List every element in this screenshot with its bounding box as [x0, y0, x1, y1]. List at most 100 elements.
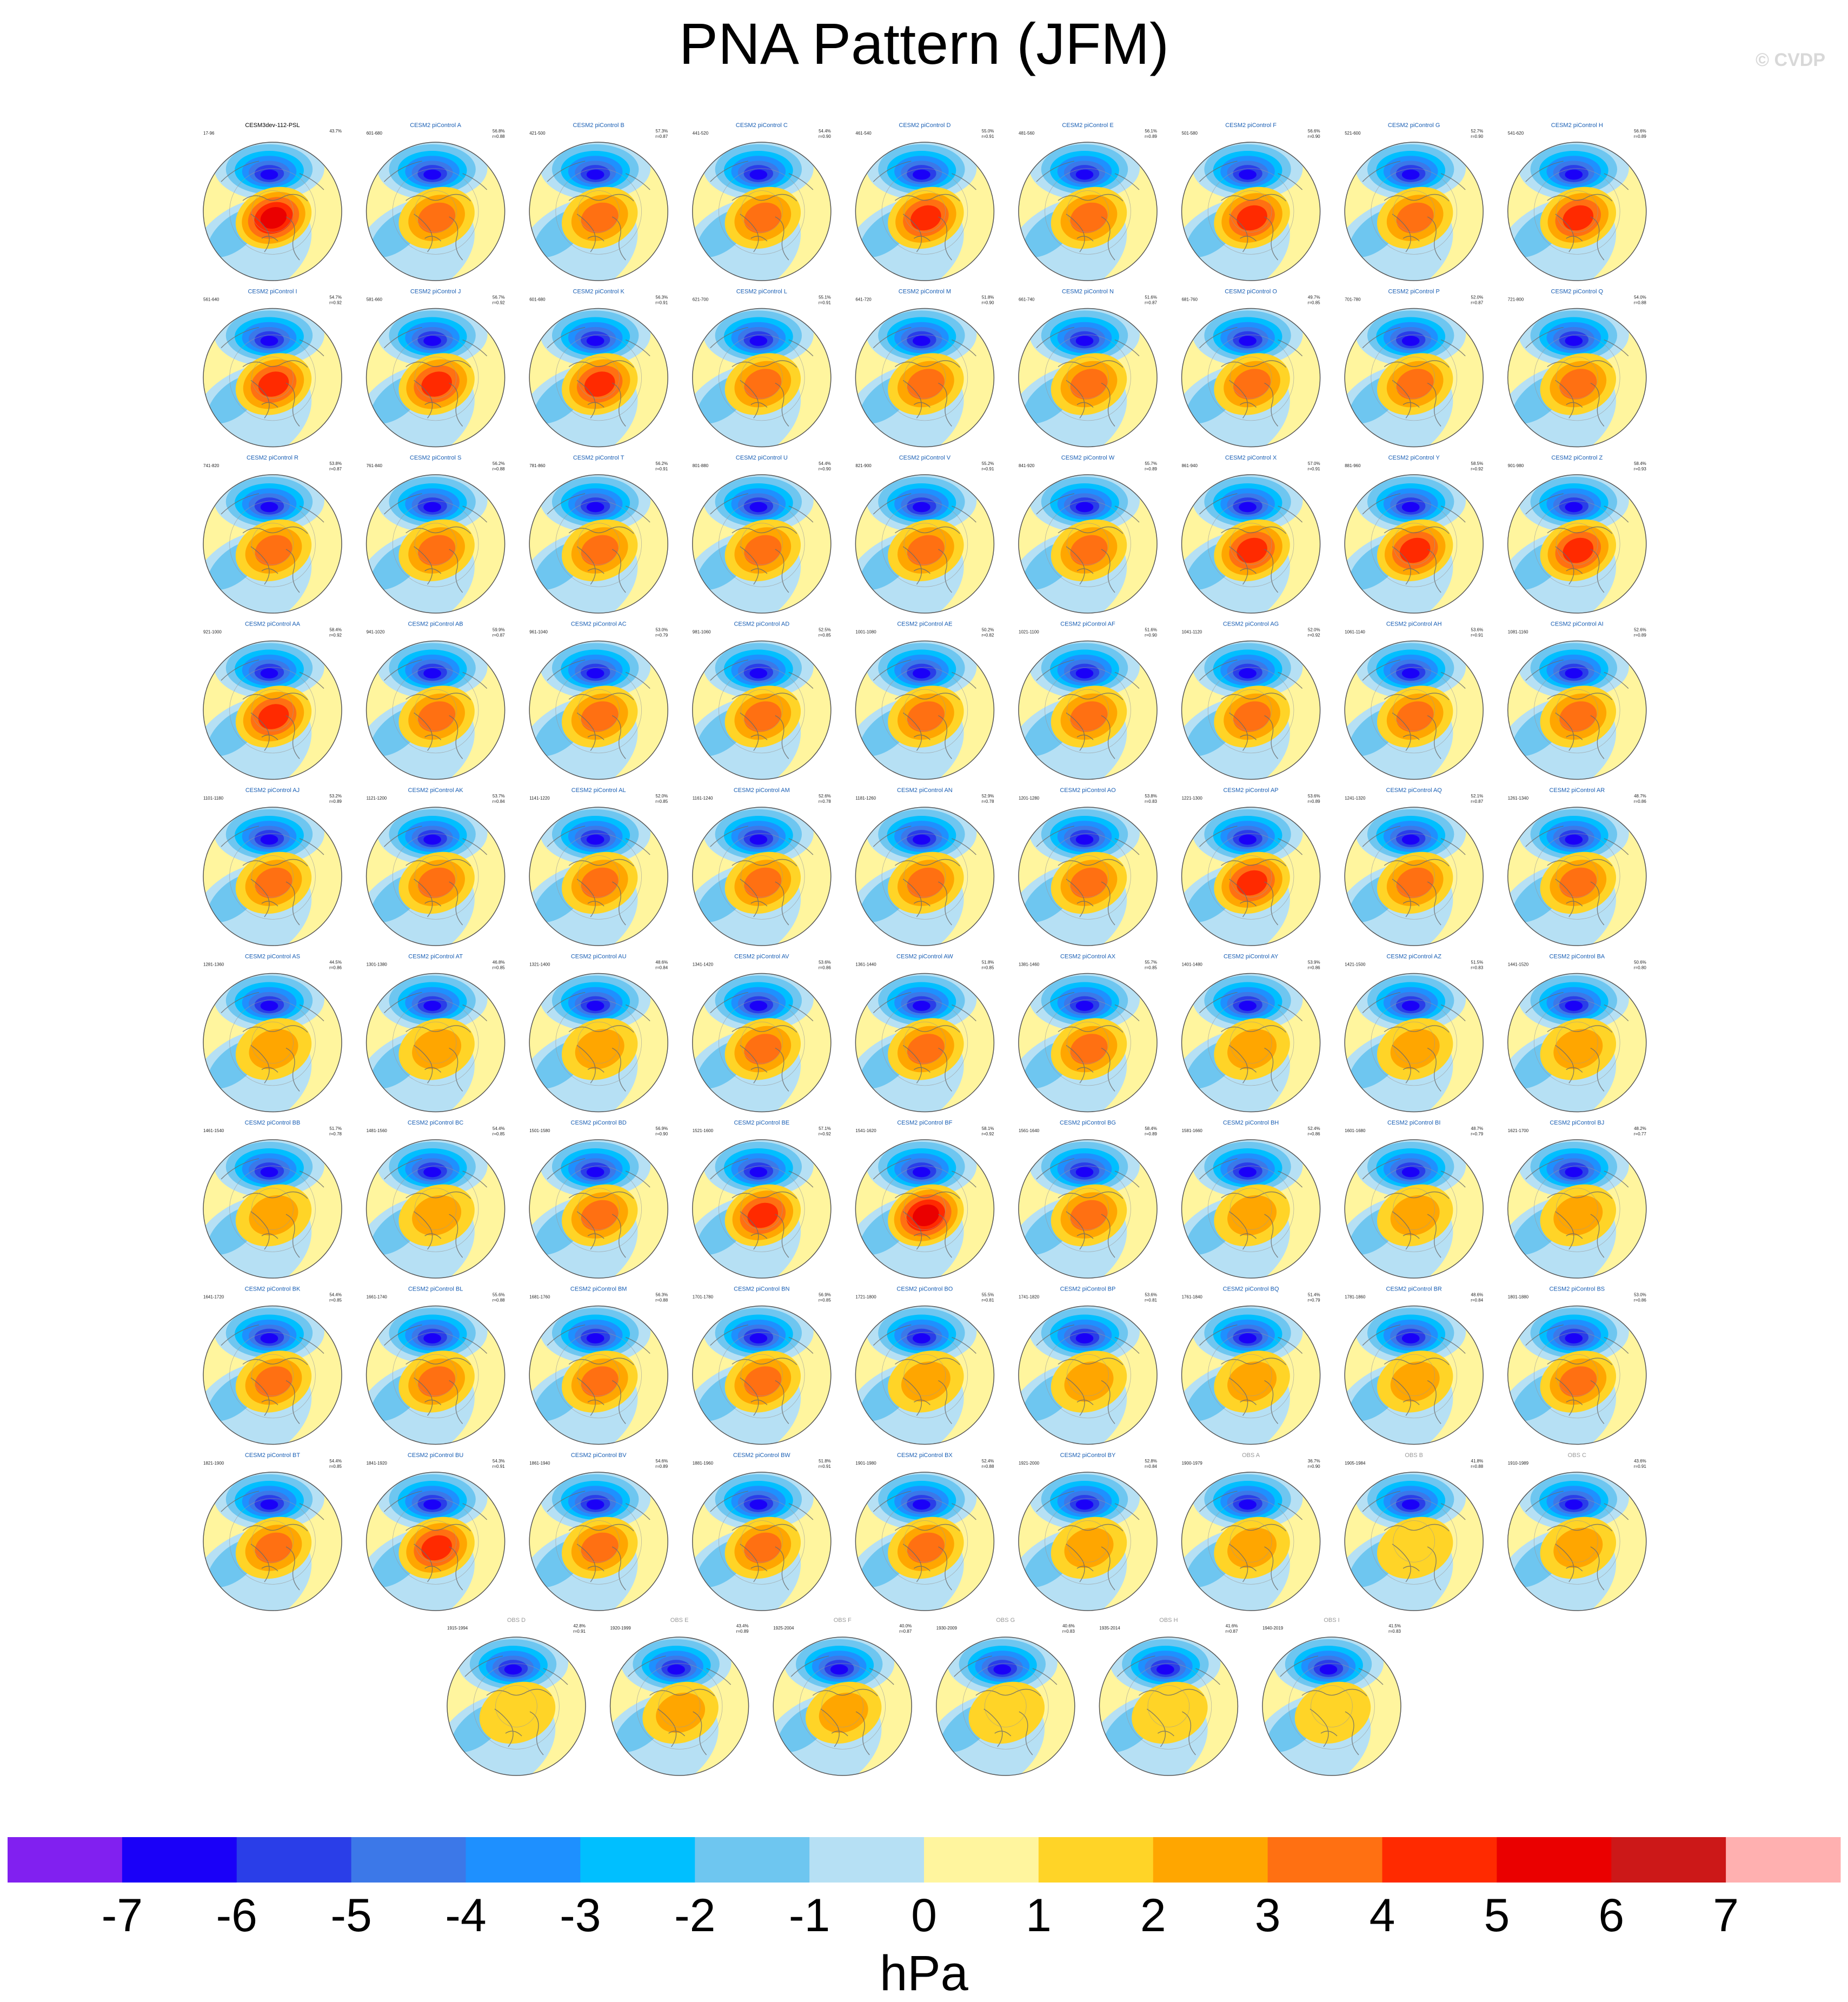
panel-years: 1401-1480 — [1182, 962, 1203, 967]
panel-title: CESM2 piControl BW — [733, 1452, 790, 1459]
map-panel: CESM2 piControl BT 1821-1900 54.4%r=0.85 — [203, 1452, 342, 1611]
panel-years: 821-900 — [855, 463, 872, 468]
map-panel: CESM2 piControl BW 1881-1960 51.8%r=0.91 — [692, 1452, 832, 1611]
panel-pattern-corr: r=0.87 — [899, 1629, 912, 1634]
colorbar-tick-label: 6 — [1598, 1890, 1624, 1941]
panel-percent: 56.6% — [1308, 129, 1320, 134]
panel-percent: 42.8% — [573, 1624, 586, 1628]
panel-percent: 53.8% — [1145, 794, 1157, 799]
panel-years: 1081-1160 — [1508, 630, 1528, 635]
panel-title: CESM2 piControl BF — [897, 1120, 952, 1126]
panel-title: CESM2 piControl AM — [734, 787, 790, 794]
map-panel: CESM2 piControl AJ 1101-1180 53.2%r=0.89 — [203, 787, 342, 946]
panel-pattern-corr: r=0.80 — [1634, 966, 1646, 970]
panel-percent: 52.5% — [819, 628, 831, 633]
panel-years: 581-660 — [367, 297, 383, 302]
panel-title: CESM2 piControl BD — [571, 1120, 627, 1126]
map-panel: CESM2 piControl F 501-580 56.6%r=0.90 — [1181, 122, 1321, 281]
panel-percent: 58.4% — [329, 628, 342, 633]
panel-percent: 55.7% — [1145, 960, 1157, 965]
panel-percent: 51.6% — [1145, 628, 1157, 633]
panel-pattern-corr: r=0.82 — [981, 633, 994, 638]
panel-years: 1501-1580 — [529, 1128, 550, 1133]
panel-percent: 46.8% — [493, 960, 505, 965]
panel-pattern-corr: r=0.78 — [819, 799, 831, 804]
panel-pattern-corr: r=0.91 — [1308, 467, 1320, 471]
panel-pattern-corr: r=0.86 — [819, 966, 831, 970]
panel-pattern-corr: r=0.91 — [655, 301, 668, 305]
panel-percent: 53.8% — [329, 461, 342, 466]
panel-pattern-corr: r=0.92 — [329, 633, 342, 638]
panel-percent: 55.5% — [982, 1293, 994, 1298]
map-panel: CESM2 piControl X 861-940 57.0%r=0.91 — [1181, 455, 1321, 614]
panel-title: CESM2 piControl W — [1061, 455, 1115, 461]
panel-title: CESM2 piControl BO — [896, 1286, 953, 1293]
panel-years: 1361-1440 — [855, 962, 876, 967]
panel-percent: 53.0% — [656, 628, 668, 633]
panel-title: CESM2 piControl BX — [897, 1452, 953, 1459]
panel-percent: 54.0% — [1634, 295, 1646, 300]
panel-percent: 41.5% — [1388, 1624, 1401, 1628]
panel-years: 1781-1860 — [1345, 1295, 1366, 1300]
panel-pattern-corr: r=0.89 — [655, 1464, 668, 1469]
panel-percent: 56.3% — [656, 1293, 668, 1298]
panel-title: CESM2 piControl AB — [408, 621, 463, 628]
panel-pattern-corr: r=0.85 — [655, 799, 668, 804]
panel-percent: 41.8% — [1471, 1459, 1484, 1464]
panel-percent: 48.2% — [1634, 1126, 1646, 1131]
panel-pattern-corr: r=0.91 — [981, 467, 994, 471]
panel-pattern-corr: r=0.90 — [1471, 134, 1483, 139]
panel-years: 701-780 — [1345, 297, 1361, 302]
panel-title: CESM2 piControl P — [1388, 289, 1440, 295]
panel-pattern-corr: r=0.89 — [1634, 633, 1646, 638]
panel-pattern-corr: r=0.91 — [493, 1464, 505, 1469]
map-panel: CESM2 piControl AG 1041-1120 52.0%r=0.92 — [1181, 621, 1321, 780]
panel-percent: 56.2% — [493, 461, 505, 466]
panel-title: CESM2 piControl AQ — [1386, 787, 1442, 794]
panel-pattern-corr: r=0.83 — [1388, 1629, 1401, 1634]
panel-years: 1121-1200 — [367, 796, 387, 801]
panel-pattern-corr: r=0.77 — [1634, 1132, 1646, 1136]
colorbar-tick-label: 1 — [1026, 1890, 1052, 1941]
panel-title: CESM2 piControl BN — [734, 1286, 789, 1293]
panel-pattern-corr: r=0.91 — [819, 301, 831, 305]
panel-percent: 48.6% — [656, 960, 668, 965]
panel-pattern-corr: r=0.92 — [1471, 467, 1483, 471]
panel-title: CESM2 piControl E — [1062, 122, 1113, 129]
panel-years: 1281-1360 — [203, 962, 224, 967]
panel-percent: 53.2% — [329, 794, 342, 799]
panel-years: 641-720 — [855, 297, 872, 302]
map-panel: CESM2 piControl BS 1801-1880 53.0%r=0.86 — [1507, 1286, 1647, 1445]
panel-percent: 53.7% — [493, 794, 505, 799]
panel-percent: 52.0% — [1308, 628, 1320, 633]
panel-title: OBS D — [507, 1617, 526, 1624]
panel-years: 1915-1994 — [447, 1626, 468, 1631]
panel-title: CESM2 piControl AI — [1551, 621, 1604, 628]
panel-title: OBS I — [1324, 1617, 1339, 1624]
panel-years: 1920-1999 — [610, 1626, 631, 1631]
panel-title: CESM2 piControl R — [247, 455, 298, 461]
panel-percent: 43.4% — [736, 1624, 749, 1628]
panel-years: 1930-2009 — [936, 1626, 958, 1631]
panel-years: 1910-1989 — [1508, 1461, 1529, 1466]
panel-pattern-corr: r=0.87 — [1471, 799, 1483, 804]
panel-pattern-corr: r=0.91 — [981, 134, 994, 139]
colorbar-unit-label: hPa — [880, 1946, 968, 2001]
panel-percent: 43.7% — [329, 129, 342, 134]
panel-years: 901-980 — [1508, 463, 1524, 468]
panel-years: 1921-2000 — [1019, 1461, 1040, 1466]
panel-pattern-corr: r=0.87 — [1145, 301, 1157, 305]
panel-percent: 52.4% — [1308, 1126, 1320, 1131]
panel-pattern-corr: r=0.90 — [981, 301, 994, 305]
colorbar-box — [695, 1837, 810, 1883]
panel-title: CESM2 piControl X — [1225, 455, 1277, 461]
panel-title: CESM2 piControl T — [573, 455, 624, 461]
panel-years: 1021-1100 — [1019, 630, 1039, 635]
panel-title: CESM2 piControl AF — [1060, 621, 1115, 628]
map-panel: CESM2 piControl AV 1341-1420 53.6%r=0.86 — [692, 954, 832, 1113]
panel-percent: 51.8% — [982, 295, 994, 300]
map-panel: OBS H 1935-2014 41.6%r=0.87 — [1099, 1617, 1239, 1776]
panel-percent: 56.8% — [493, 129, 505, 134]
panel-years: 921-1000 — [203, 630, 222, 635]
panel-years: 541-620 — [1508, 131, 1524, 136]
